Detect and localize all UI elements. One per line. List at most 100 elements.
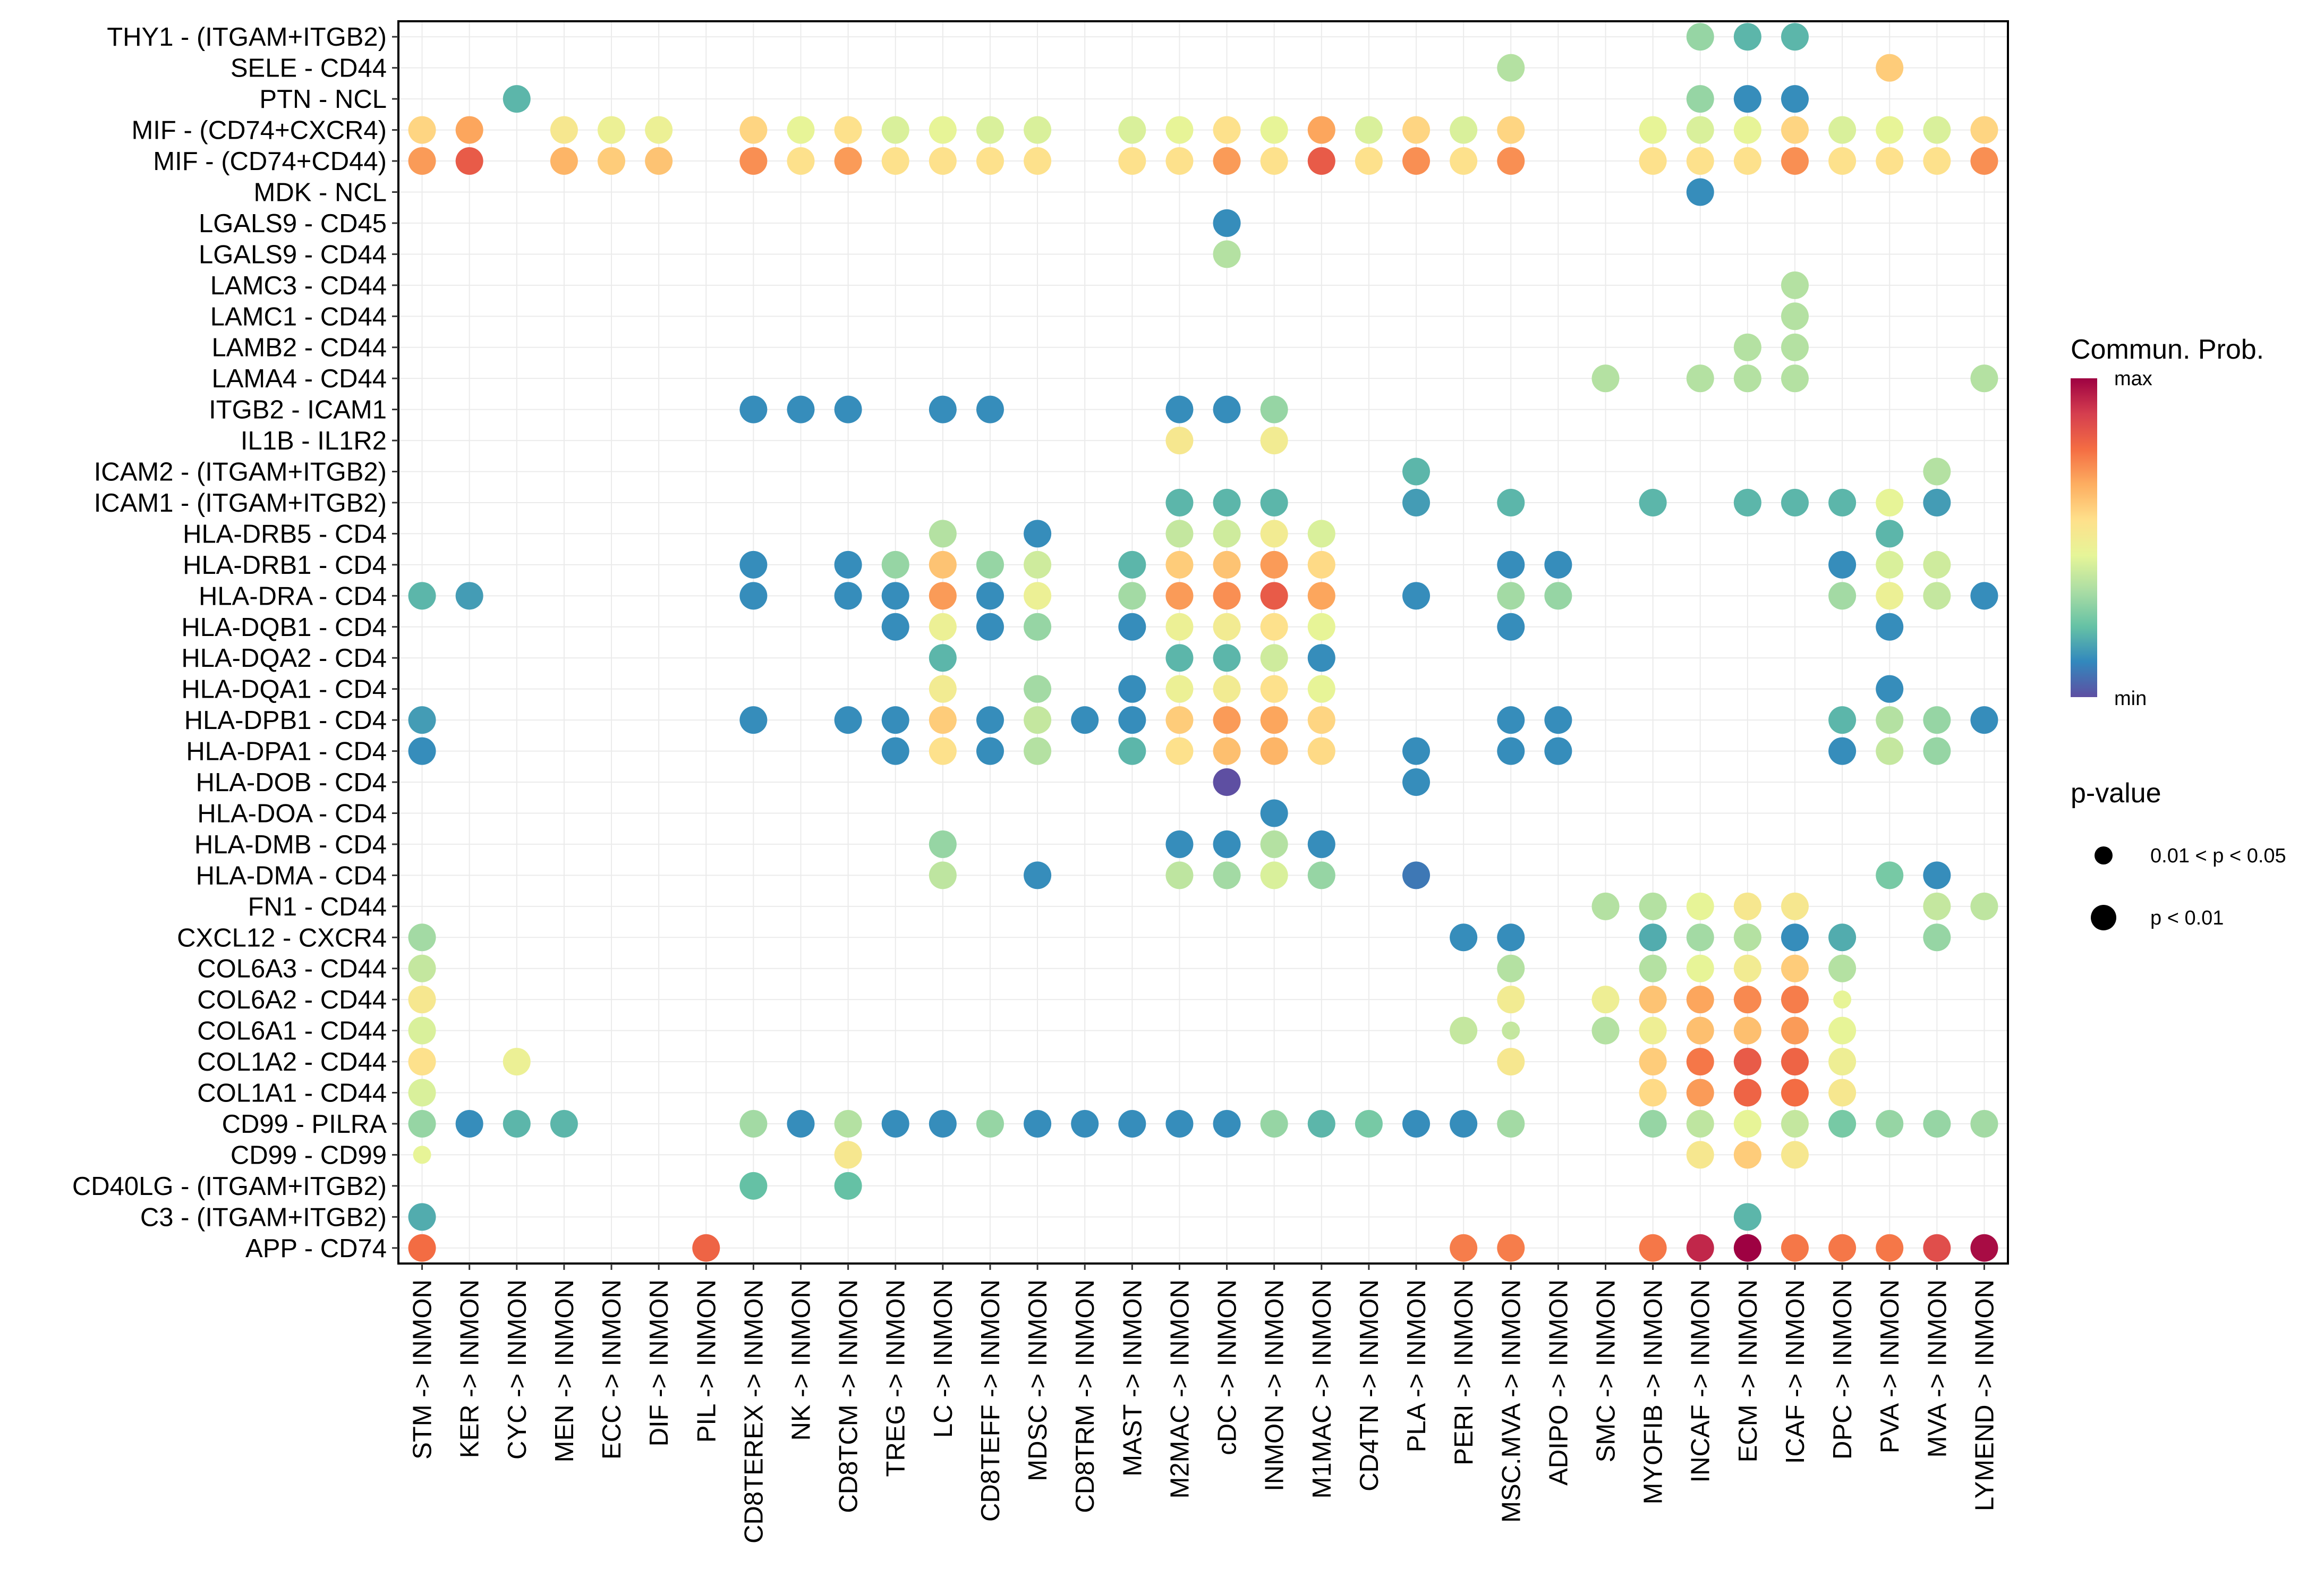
y-tick-label: LAMC1 - CD44 (210, 302, 387, 331)
data-point (1876, 582, 1904, 610)
data-point (455, 1109, 483, 1138)
data-point (739, 395, 768, 423)
data-point (1213, 706, 1241, 734)
data-point (455, 147, 483, 175)
data-point (1781, 1048, 1809, 1076)
data-point (1733, 1079, 1761, 1107)
data-point (1024, 147, 1052, 175)
y-tick-label: HLA-DQA1 - CD4 (181, 675, 387, 704)
data-point (881, 1109, 909, 1138)
data-point (881, 147, 909, 175)
data-point (1213, 116, 1241, 144)
y-tick-label: HLA-DMA - CD4 (196, 861, 387, 890)
data-point (1833, 990, 1852, 1009)
x-tick-label: CD8TEREX -> INMON (739, 1279, 768, 1544)
data-point (1876, 520, 1904, 548)
data-point (1923, 892, 1951, 920)
data-point (1639, 1016, 1667, 1045)
data-point (1213, 488, 1241, 516)
data-point (1307, 737, 1335, 765)
data-point (1970, 1234, 1998, 1262)
data-point (1828, 488, 1857, 516)
data-point (1260, 395, 1288, 423)
data-point (550, 116, 578, 144)
data-point (1024, 520, 1052, 548)
data-point (1781, 302, 1809, 330)
y-tick-label: LAMA4 - CD44 (211, 364, 387, 393)
data-point (1591, 364, 1620, 393)
data-point (1686, 892, 1714, 920)
data-point (1876, 54, 1904, 82)
data-point (929, 1109, 957, 1138)
x-tick-label: LC -> INMON (929, 1279, 958, 1438)
data-point (1781, 986, 1809, 1014)
data-point (408, 706, 436, 734)
data-point (1118, 706, 1146, 734)
data-point (1450, 1109, 1478, 1138)
data-point (1165, 613, 1194, 641)
data-point (1970, 364, 1998, 393)
data-point (550, 1109, 578, 1138)
data-point (1260, 582, 1288, 610)
data-point (598, 147, 626, 175)
data-point (1497, 550, 1525, 579)
data-point (1733, 1141, 1761, 1169)
data-point (1260, 737, 1288, 765)
y-tick-label: LAMC3 - CD44 (210, 272, 387, 300)
x-tick-label: STM -> INMON (408, 1279, 437, 1460)
y-tick-label: COL6A3 - CD44 (197, 955, 387, 983)
y-tick-label: ICAM1 - (ITGAM+ITGB2) (94, 489, 387, 518)
color-legend-title: Commun. Prob. (2071, 334, 2264, 365)
data-point (408, 1203, 436, 1231)
data-point (834, 582, 862, 610)
data-point (1923, 923, 1951, 952)
data-point (834, 147, 862, 175)
data-point (1118, 675, 1146, 703)
data-point (1260, 520, 1288, 548)
data-point (1781, 147, 1809, 175)
data-point (1733, 923, 1761, 952)
data-point (1497, 737, 1525, 765)
data-point (1828, 1234, 1857, 1262)
data-point (739, 1109, 768, 1138)
data-point (1497, 1234, 1525, 1262)
data-point (1781, 923, 1809, 952)
data-point (1165, 706, 1194, 734)
data-point (1307, 706, 1335, 734)
data-point (1828, 954, 1857, 982)
data-point (1497, 488, 1525, 516)
y-tick-label: THY1 - (ITGAM+ITGB2) (107, 23, 387, 52)
data-point (787, 147, 815, 175)
data-point (976, 613, 1004, 641)
data-point (1686, 1079, 1714, 1107)
data-point (1686, 1141, 1714, 1169)
y-tick-label: APP - CD74 (245, 1234, 387, 1263)
data-point (1165, 861, 1194, 889)
data-point (1876, 706, 1904, 734)
data-point (929, 520, 957, 548)
data-point (1213, 644, 1241, 672)
y-tick-label: FN1 - CD44 (248, 893, 387, 921)
data-point (1686, 85, 1714, 113)
data-point (1876, 861, 1904, 889)
data-point (834, 1109, 862, 1138)
data-point (503, 1109, 531, 1138)
y-tick-label: IL1B - IL1R2 (241, 427, 387, 455)
data-point (1260, 644, 1288, 672)
data-point (1923, 147, 1951, 175)
data-point (976, 706, 1004, 734)
y-tick-label: ITGB2 - ICAM1 (209, 396, 387, 425)
data-point (1828, 582, 1857, 610)
data-point (1733, 1203, 1761, 1231)
x-axis: STM -> INMON KER -> INMON CYC -> INMON MEN … (408, 1264, 1999, 1544)
data-point (1781, 1016, 1809, 1045)
data-point (1781, 1109, 1809, 1138)
data-point (1828, 147, 1857, 175)
data-point (1165, 550, 1194, 579)
data-point (976, 582, 1004, 610)
data-point (1733, 364, 1761, 393)
data-point (1686, 23, 1714, 51)
data-point (787, 395, 815, 423)
data-point (1876, 737, 1904, 765)
